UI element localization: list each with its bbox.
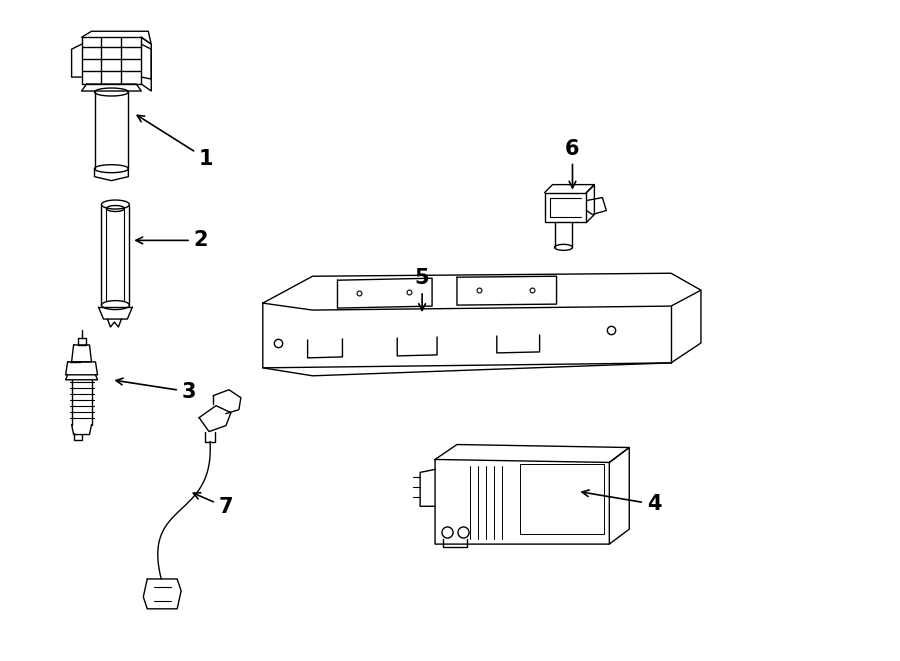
Text: 7: 7: [194, 492, 233, 518]
Text: 2: 2: [136, 231, 208, 251]
Text: 5: 5: [415, 268, 429, 311]
Text: 1: 1: [138, 116, 213, 169]
Text: 3: 3: [116, 378, 196, 402]
Text: 4: 4: [582, 490, 662, 514]
Text: 6: 6: [565, 139, 580, 188]
